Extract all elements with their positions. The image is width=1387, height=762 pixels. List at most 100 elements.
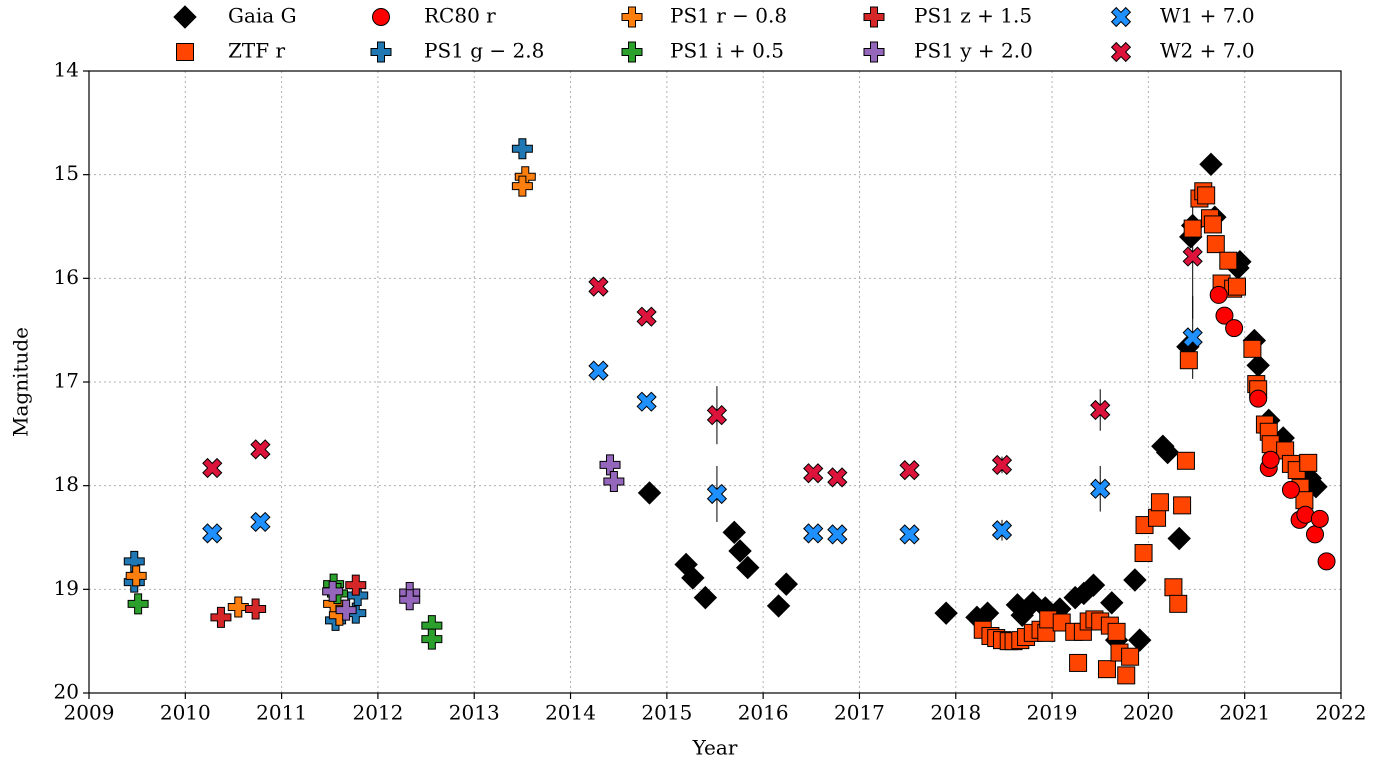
diamond-marker	[637, 481, 662, 505]
square-marker	[1243, 339, 1262, 358]
x-tick-label: 2014	[545, 701, 596, 725]
plus-marker	[421, 628, 443, 650]
plot-frame	[88, 70, 1342, 694]
x-marker	[202, 523, 223, 544]
x-marker	[588, 276, 609, 297]
square-marker	[1176, 451, 1195, 470]
plus-marker	[603, 471, 625, 493]
legend-label: PS1 i + 0.5	[670, 39, 784, 63]
x-marker	[803, 523, 824, 544]
square-marker	[1121, 647, 1140, 666]
circle-marker	[1281, 480, 1300, 499]
x-tick-label: 2011	[256, 701, 307, 725]
y-tick-label: 18	[54, 472, 79, 496]
legend-label: Gaia G	[228, 4, 297, 28]
plus-marker	[621, 41, 643, 63]
x-marker	[827, 467, 848, 488]
x-marker	[1090, 399, 1111, 421]
y-tick-label: 20	[54, 680, 79, 704]
circle-marker	[1209, 285, 1228, 304]
diamond-marker	[1100, 591, 1124, 615]
x-marker	[636, 306, 657, 327]
x-tick-label: 2015	[641, 701, 692, 725]
square-marker	[1164, 578, 1183, 597]
plus-marker	[863, 6, 885, 28]
x-tick-label: 2020	[1123, 701, 1174, 725]
x-marker	[1182, 327, 1203, 348]
square-marker	[1183, 219, 1202, 238]
square-marker	[1169, 594, 1188, 613]
y-tick-label: 19	[54, 576, 79, 600]
square-marker	[1069, 653, 1088, 672]
square-marker	[1227, 277, 1246, 296]
diamond-marker	[681, 566, 705, 590]
y-tick-label: 15	[54, 161, 79, 185]
circle-marker	[1310, 509, 1329, 528]
circle-marker	[1317, 552, 1336, 571]
x-marker	[706, 405, 728, 426]
legend-label: ZTF r	[228, 39, 285, 63]
x-marker	[250, 439, 271, 460]
plus-marker	[370, 41, 392, 63]
x-marker	[991, 454, 1013, 476]
x-marker	[1090, 478, 1111, 499]
square-marker	[1097, 660, 1116, 679]
diamond-marker	[728, 539, 752, 563]
y-axis-label: Magnitude	[9, 327, 33, 437]
legend-label: W2 + 7.0	[1160, 39, 1255, 63]
circle-marker	[372, 8, 390, 26]
x-tick-label: 2009	[64, 701, 115, 725]
square-marker	[1179, 351, 1198, 370]
x-tick-label: 2018	[930, 701, 981, 725]
square-marker	[1148, 508, 1167, 527]
x-marker	[636, 391, 657, 412]
plus-marker	[227, 596, 249, 618]
plus-marker	[399, 589, 421, 611]
circle-marker	[1249, 389, 1268, 408]
square-marker	[1219, 251, 1238, 270]
diamond-marker	[1199, 152, 1223, 177]
x-marker	[588, 360, 609, 381]
x-marker	[827, 524, 848, 545]
x-tick-label: 2022	[1316, 701, 1367, 725]
x-tick-label: 2021	[1219, 701, 1270, 725]
diamond-marker	[774, 572, 798, 596]
plus-marker	[621, 6, 643, 28]
x-marker	[991, 520, 1013, 541]
legend-label: PS1 y + 2.0	[914, 39, 1033, 63]
square-marker	[1197, 186, 1216, 205]
plus-marker	[127, 593, 149, 615]
plus-marker	[511, 175, 533, 197]
legend-label: PS1 z + 1.5	[914, 4, 1032, 28]
diamond-marker	[934, 601, 958, 625]
x-tick-label: 2017	[834, 701, 885, 725]
diamond-marker	[173, 5, 197, 29]
diamond-marker	[1081, 573, 1106, 597]
plus-marker	[210, 606, 232, 628]
x-tick-label: 2016	[738, 701, 789, 725]
x-marker	[706, 483, 728, 505]
plus-marker	[322, 580, 344, 602]
x-marker	[250, 511, 271, 533]
plus-marker	[863, 41, 885, 63]
diamond-marker	[1010, 603, 1034, 627]
diamond-marker	[766, 594, 791, 618]
legend-label: W1 + 7.0	[1160, 4, 1255, 28]
diamond-marker	[722, 520, 746, 545]
legend-label: PS1 r − 0.8	[670, 4, 787, 28]
legend-label: RC80 r	[424, 4, 496, 28]
circle-marker	[1215, 306, 1234, 325]
plus-marker	[245, 598, 267, 620]
square-marker	[1206, 235, 1225, 254]
circle-marker	[1261, 450, 1280, 469]
square-marker	[1117, 666, 1136, 685]
x-marker	[1110, 41, 1132, 63]
x-marker	[1110, 6, 1132, 28]
square-marker	[1107, 622, 1126, 641]
x-tick-label: 2013	[449, 701, 500, 725]
y-tick-label: 17	[54, 369, 79, 393]
plus-marker	[511, 138, 533, 160]
diamond-marker	[1123, 568, 1147, 592]
square-marker	[1134, 544, 1153, 563]
